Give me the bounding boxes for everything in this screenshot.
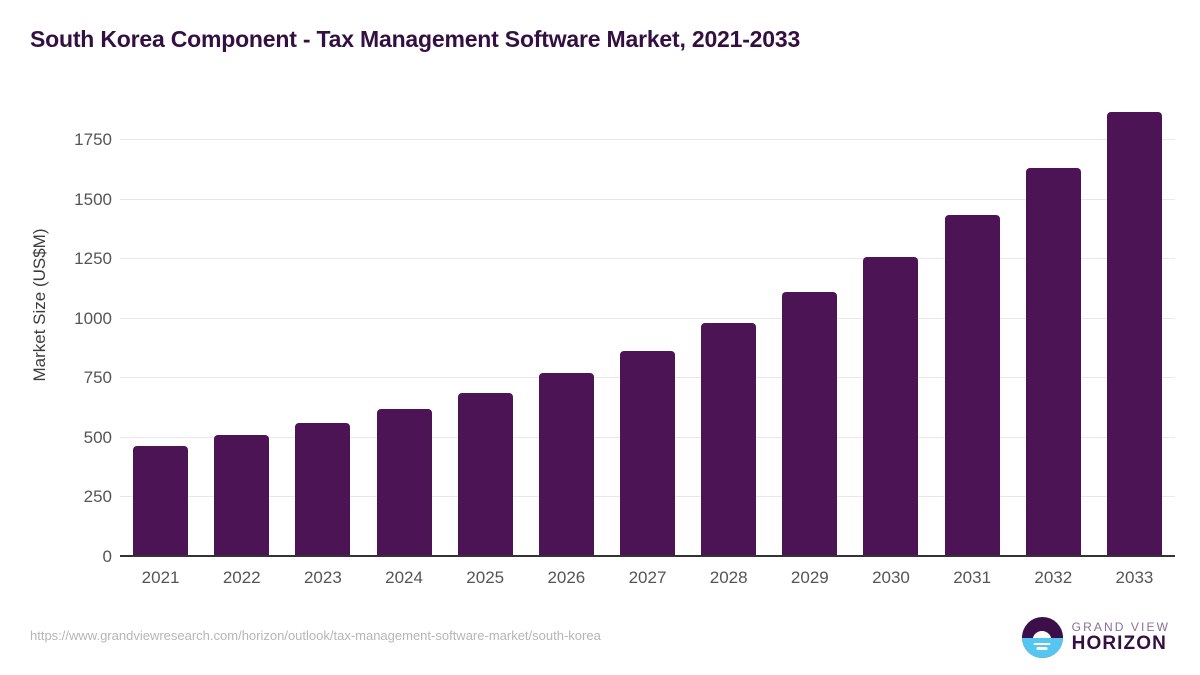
bar-2023[interactable] (295, 422, 351, 555)
x-tick-label-2021: 2021 (141, 568, 180, 587)
brand-logo-text: GRAND VIEW HORIZON (1072, 621, 1170, 654)
x-axis-line (120, 555, 1175, 557)
bar-2022[interactable] (214, 435, 270, 555)
bar-slot (445, 90, 526, 555)
bar-2030[interactable] (863, 256, 919, 555)
bar-slot (1013, 90, 1094, 555)
y-tick-label: 250 (83, 487, 112, 507)
gridline (120, 258, 1175, 260)
bar-slot (363, 90, 444, 555)
plot-area: Market Size (US$M) 0 250 500 750 1000 1250 150… (0, 90, 1200, 590)
gridline (120, 317, 1175, 319)
brand-name-primary: GRAND VIEW (1071, 620, 1170, 635)
source-url[interactable]: https://www.grandviewresearch.com/horizo… (30, 628, 601, 643)
bar-2032[interactable] (1025, 167, 1081, 555)
gridline (120, 139, 1175, 141)
gridline (120, 198, 1175, 200)
bar-slot (526, 90, 607, 555)
y-tick-label: 500 (83, 427, 112, 447)
horizon-sun-icon (1021, 617, 1063, 658)
x-tick-label-2024: 2024 (385, 568, 423, 587)
bar-slot (850, 90, 931, 555)
x-tick-label-2031: 2031 (953, 568, 992, 587)
plot-canvas: 0 250 500 750 1000 1250 1500 1750 (74, 90, 1175, 566)
x-tick-label-2025: 2025 (466, 568, 505, 587)
y-tick-label: 1000 (74, 308, 112, 328)
bar-slot (282, 90, 363, 555)
x-tick-label-2033: 2033 (1115, 568, 1154, 587)
brand-logo: GRAND VIEW HORIZON (1021, 617, 1170, 658)
bar-2026[interactable] (538, 373, 594, 555)
bar-series (120, 90, 1175, 555)
x-tick-label-2022: 2022 (222, 568, 261, 587)
x-tick-label-2023: 2023 (303, 568, 342, 587)
bar-2031[interactable] (944, 214, 1000, 555)
bar-slot (1094, 90, 1175, 555)
bar-slot (201, 90, 282, 555)
bar-2027[interactable] (620, 350, 676, 555)
x-tick-label-2030: 2030 (872, 568, 910, 587)
bar-2029[interactable] (782, 292, 838, 555)
bar-slot (607, 90, 688, 555)
bar-2024[interactable] (376, 408, 432, 555)
bar-2021[interactable] (133, 445, 189, 555)
x-tick-label-2028: 2028 (709, 568, 748, 587)
y-tick-label: 0 (102, 547, 112, 566)
sun-ray-1 (1033, 642, 1051, 646)
x-tick-label-2029: 2029 (790, 568, 829, 587)
y-tick-label: 750 (83, 368, 112, 388)
y-tick-label: 1500 (74, 189, 112, 209)
page-title: South Korea Component - Tax Management S… (30, 26, 801, 52)
bar-2028[interactable] (701, 323, 757, 555)
x-tick-label-2027: 2027 (628, 568, 667, 587)
sun-ray-2 (1036, 647, 1048, 650)
bar-slot (769, 90, 850, 555)
bar-slot (932, 90, 1013, 555)
x-tick-label-2032: 2032 (1034, 568, 1073, 587)
bar-slot (688, 90, 769, 555)
bar-slot (120, 90, 201, 555)
x-tick-labels: 2021 2022 2023 2024 2025 2026 2027 2028 2029 2030… (120, 568, 1175, 588)
y-tick-label: 1750 (74, 130, 112, 150)
y-tick-label: 1250 (74, 249, 112, 269)
brand-name-secondary: HORIZON (1071, 632, 1167, 654)
bar-2033[interactable] (1106, 111, 1162, 555)
x-tick-label-2026: 2026 (547, 568, 586, 587)
bar-2025[interactable] (457, 392, 513, 555)
